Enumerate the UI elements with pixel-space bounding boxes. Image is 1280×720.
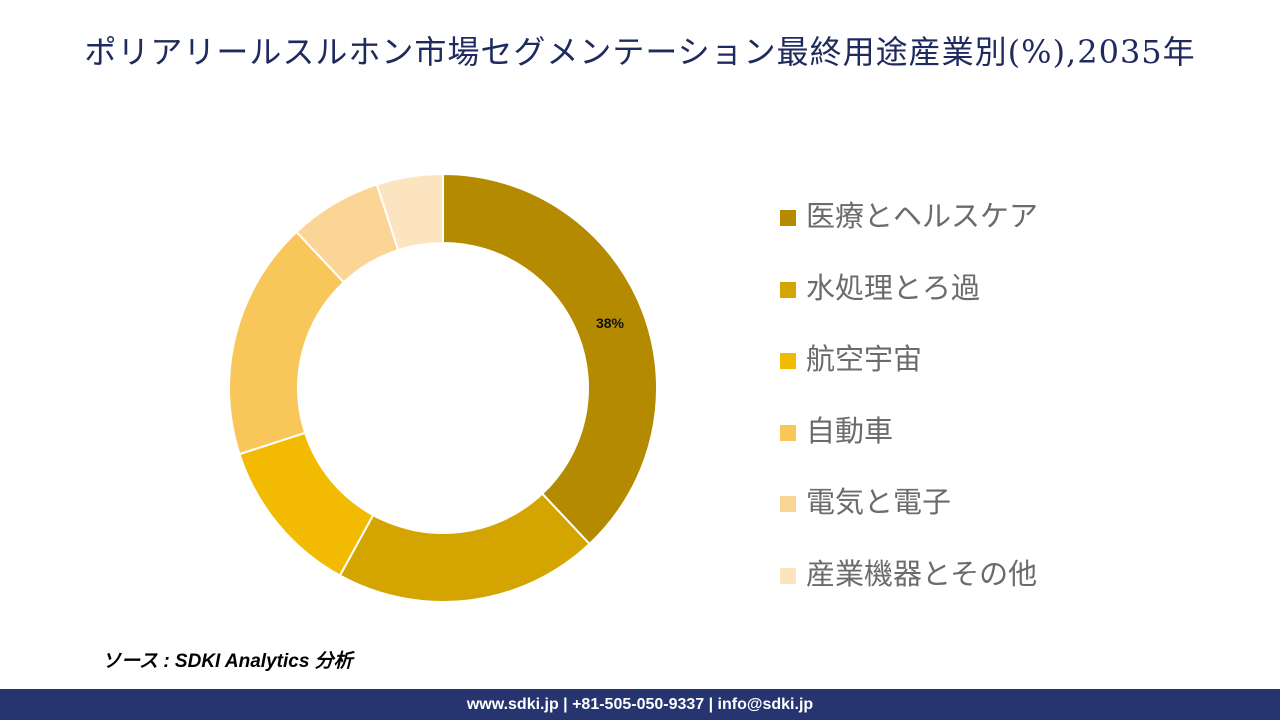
legend-item: 自動車 (780, 411, 1038, 483)
donut-segment (375, 172, 444, 252)
legend-swatch (780, 281, 796, 298)
legend-label: 電気と電子 (806, 485, 952, 519)
legend-item: 航空宇宙 (780, 339, 1038, 411)
legend-swatch (780, 496, 796, 512)
legend-swatch (780, 424, 796, 441)
legend-swatch (780, 210, 796, 226)
source-note: ソース : SDKI Analytics 分析 (102, 651, 353, 672)
chart-title: ポリアリールスルホン市場セグメンテーション最終用途産業別(%),2035年 (84, 33, 1196, 71)
legend-label: 水処理とろ過 (806, 270, 981, 305)
donut-segment (338, 492, 591, 603)
legend-label: 医療とヘルスケア (806, 199, 1039, 233)
legend-item: 電気と電子 (780, 482, 1038, 554)
legend-label: 航空宇宙 (806, 342, 923, 376)
legend-label: 産業機器とその他 (806, 556, 1038, 591)
legend-item: 医療とヘルスケア (780, 196, 1038, 268)
legend: 医療とヘルスケア 水処理とろ過 航空宇宙自動車電気と電子産業機器とその他 (780, 196, 1038, 625)
donut-segment (442, 172, 658, 546)
legend-item: 水処理とろ過 (780, 268, 1038, 340)
legend-label: 自動車 (806, 413, 894, 448)
legend-item: 産業機器とその他 (780, 554, 1038, 626)
legend-swatch (780, 353, 796, 369)
data-label: 38% (596, 315, 625, 331)
legend-swatch (780, 567, 796, 584)
footer-contact: www.sdki.jp | +81-505-050-9337 | info@sd… (0, 689, 1280, 720)
